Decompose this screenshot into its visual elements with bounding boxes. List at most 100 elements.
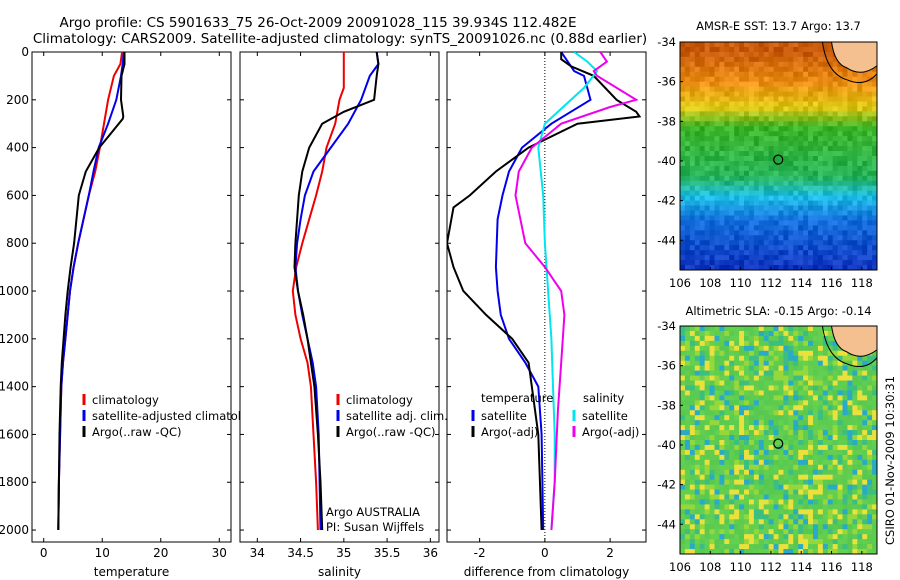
map-cell bbox=[793, 375, 799, 382]
map-cell bbox=[709, 330, 716, 337]
map-cell bbox=[867, 265, 873, 270]
series-line-satellite-adj-clim bbox=[294, 52, 380, 531]
map-cell bbox=[872, 71, 877, 78]
map-cell bbox=[719, 370, 725, 377]
map-cell bbox=[798, 71, 804, 78]
map-cell bbox=[837, 549, 844, 554]
map-cell bbox=[827, 136, 834, 142]
map-cell bbox=[748, 76, 755, 83]
map-cell bbox=[803, 380, 809, 387]
map-cell bbox=[724, 549, 730, 554]
map-cell bbox=[694, 484, 701, 491]
map-cell bbox=[822, 215, 829, 222]
map-cell bbox=[852, 225, 858, 231]
map-cell bbox=[729, 420, 735, 426]
map-cell bbox=[837, 489, 844, 496]
map-cell bbox=[803, 81, 809, 88]
map-cell bbox=[739, 380, 745, 387]
map-cell bbox=[808, 156, 814, 162]
map-cell bbox=[758, 165, 765, 172]
map-cell bbox=[867, 215, 873, 222]
map-cell bbox=[857, 230, 863, 236]
map-cell bbox=[719, 410, 725, 416]
map-cell bbox=[832, 146, 839, 152]
map-cell bbox=[724, 464, 730, 471]
map-cell bbox=[734, 165, 740, 172]
map-cell bbox=[709, 370, 716, 377]
map-cell bbox=[758, 489, 765, 496]
x-axis-label: difference from climatology bbox=[464, 565, 630, 579]
map-cell bbox=[719, 230, 725, 236]
map-cell bbox=[827, 121, 834, 127]
map-cell bbox=[857, 225, 863, 231]
map-cell bbox=[694, 141, 701, 147]
map-cell bbox=[714, 151, 720, 157]
map-cell bbox=[699, 444, 706, 451]
map-cell bbox=[857, 539, 863, 545]
map-cell bbox=[803, 365, 809, 372]
map-cell bbox=[694, 116, 701, 122]
map-cell bbox=[852, 420, 858, 426]
map-cell bbox=[694, 539, 701, 545]
map-cell bbox=[867, 375, 873, 382]
map-cell bbox=[768, 111, 775, 117]
map-cell bbox=[788, 430, 794, 436]
map-cell bbox=[744, 365, 750, 372]
map-cell bbox=[862, 474, 868, 481]
map-cell bbox=[837, 514, 844, 520]
map-cell bbox=[837, 126, 844, 132]
map-cell bbox=[793, 190, 799, 197]
map-cell bbox=[798, 340, 804, 347]
map-y-tick-label: -42 bbox=[657, 194, 676, 208]
map-cell bbox=[817, 326, 824, 332]
map-cell bbox=[852, 121, 858, 127]
map-cell bbox=[842, 146, 849, 152]
map-cell bbox=[748, 365, 755, 372]
map-cell bbox=[847, 116, 853, 122]
map-cell bbox=[817, 474, 824, 481]
map-cell bbox=[753, 544, 760, 550]
map-cell bbox=[837, 504, 844, 510]
map-cell bbox=[803, 215, 809, 222]
map-cell bbox=[748, 91, 755, 98]
map-cell bbox=[783, 106, 789, 112]
map-cell bbox=[699, 175, 706, 182]
map-cell bbox=[768, 509, 775, 515]
map-cell bbox=[798, 106, 804, 112]
map-cell bbox=[808, 195, 814, 202]
map-cell bbox=[822, 116, 829, 122]
map-cell bbox=[753, 250, 760, 256]
map-cell bbox=[798, 395, 804, 401]
map-cell bbox=[852, 410, 858, 416]
x-tick-label: 2 bbox=[606, 546, 614, 560]
map-cell bbox=[768, 225, 775, 231]
map-cell bbox=[699, 435, 706, 441]
map-cell bbox=[753, 430, 760, 436]
map-cell bbox=[748, 484, 755, 491]
map-cell bbox=[862, 76, 868, 83]
map-cell bbox=[734, 489, 740, 496]
map-cell bbox=[817, 400, 824, 406]
map-cell bbox=[729, 225, 735, 231]
map-cell bbox=[699, 534, 706, 540]
map-cell bbox=[758, 170, 765, 177]
map-cell bbox=[837, 180, 844, 187]
map-cell bbox=[758, 549, 765, 554]
map-cell bbox=[822, 146, 829, 152]
map-cell bbox=[689, 534, 696, 540]
map-cell bbox=[748, 190, 755, 197]
map-cell bbox=[734, 111, 740, 117]
map-cell bbox=[729, 489, 735, 496]
map-cell bbox=[778, 499, 785, 506]
map-cell bbox=[842, 529, 849, 535]
map-cell bbox=[763, 170, 770, 177]
map-cell bbox=[773, 175, 780, 182]
map-cell bbox=[872, 440, 877, 446]
map-cell bbox=[739, 215, 745, 222]
map-cell bbox=[680, 489, 686, 496]
depth-contour bbox=[821, 326, 877, 368]
map-cell bbox=[803, 534, 809, 540]
map-cell bbox=[808, 529, 814, 535]
map-cell bbox=[778, 529, 785, 535]
map-cell bbox=[793, 514, 799, 520]
